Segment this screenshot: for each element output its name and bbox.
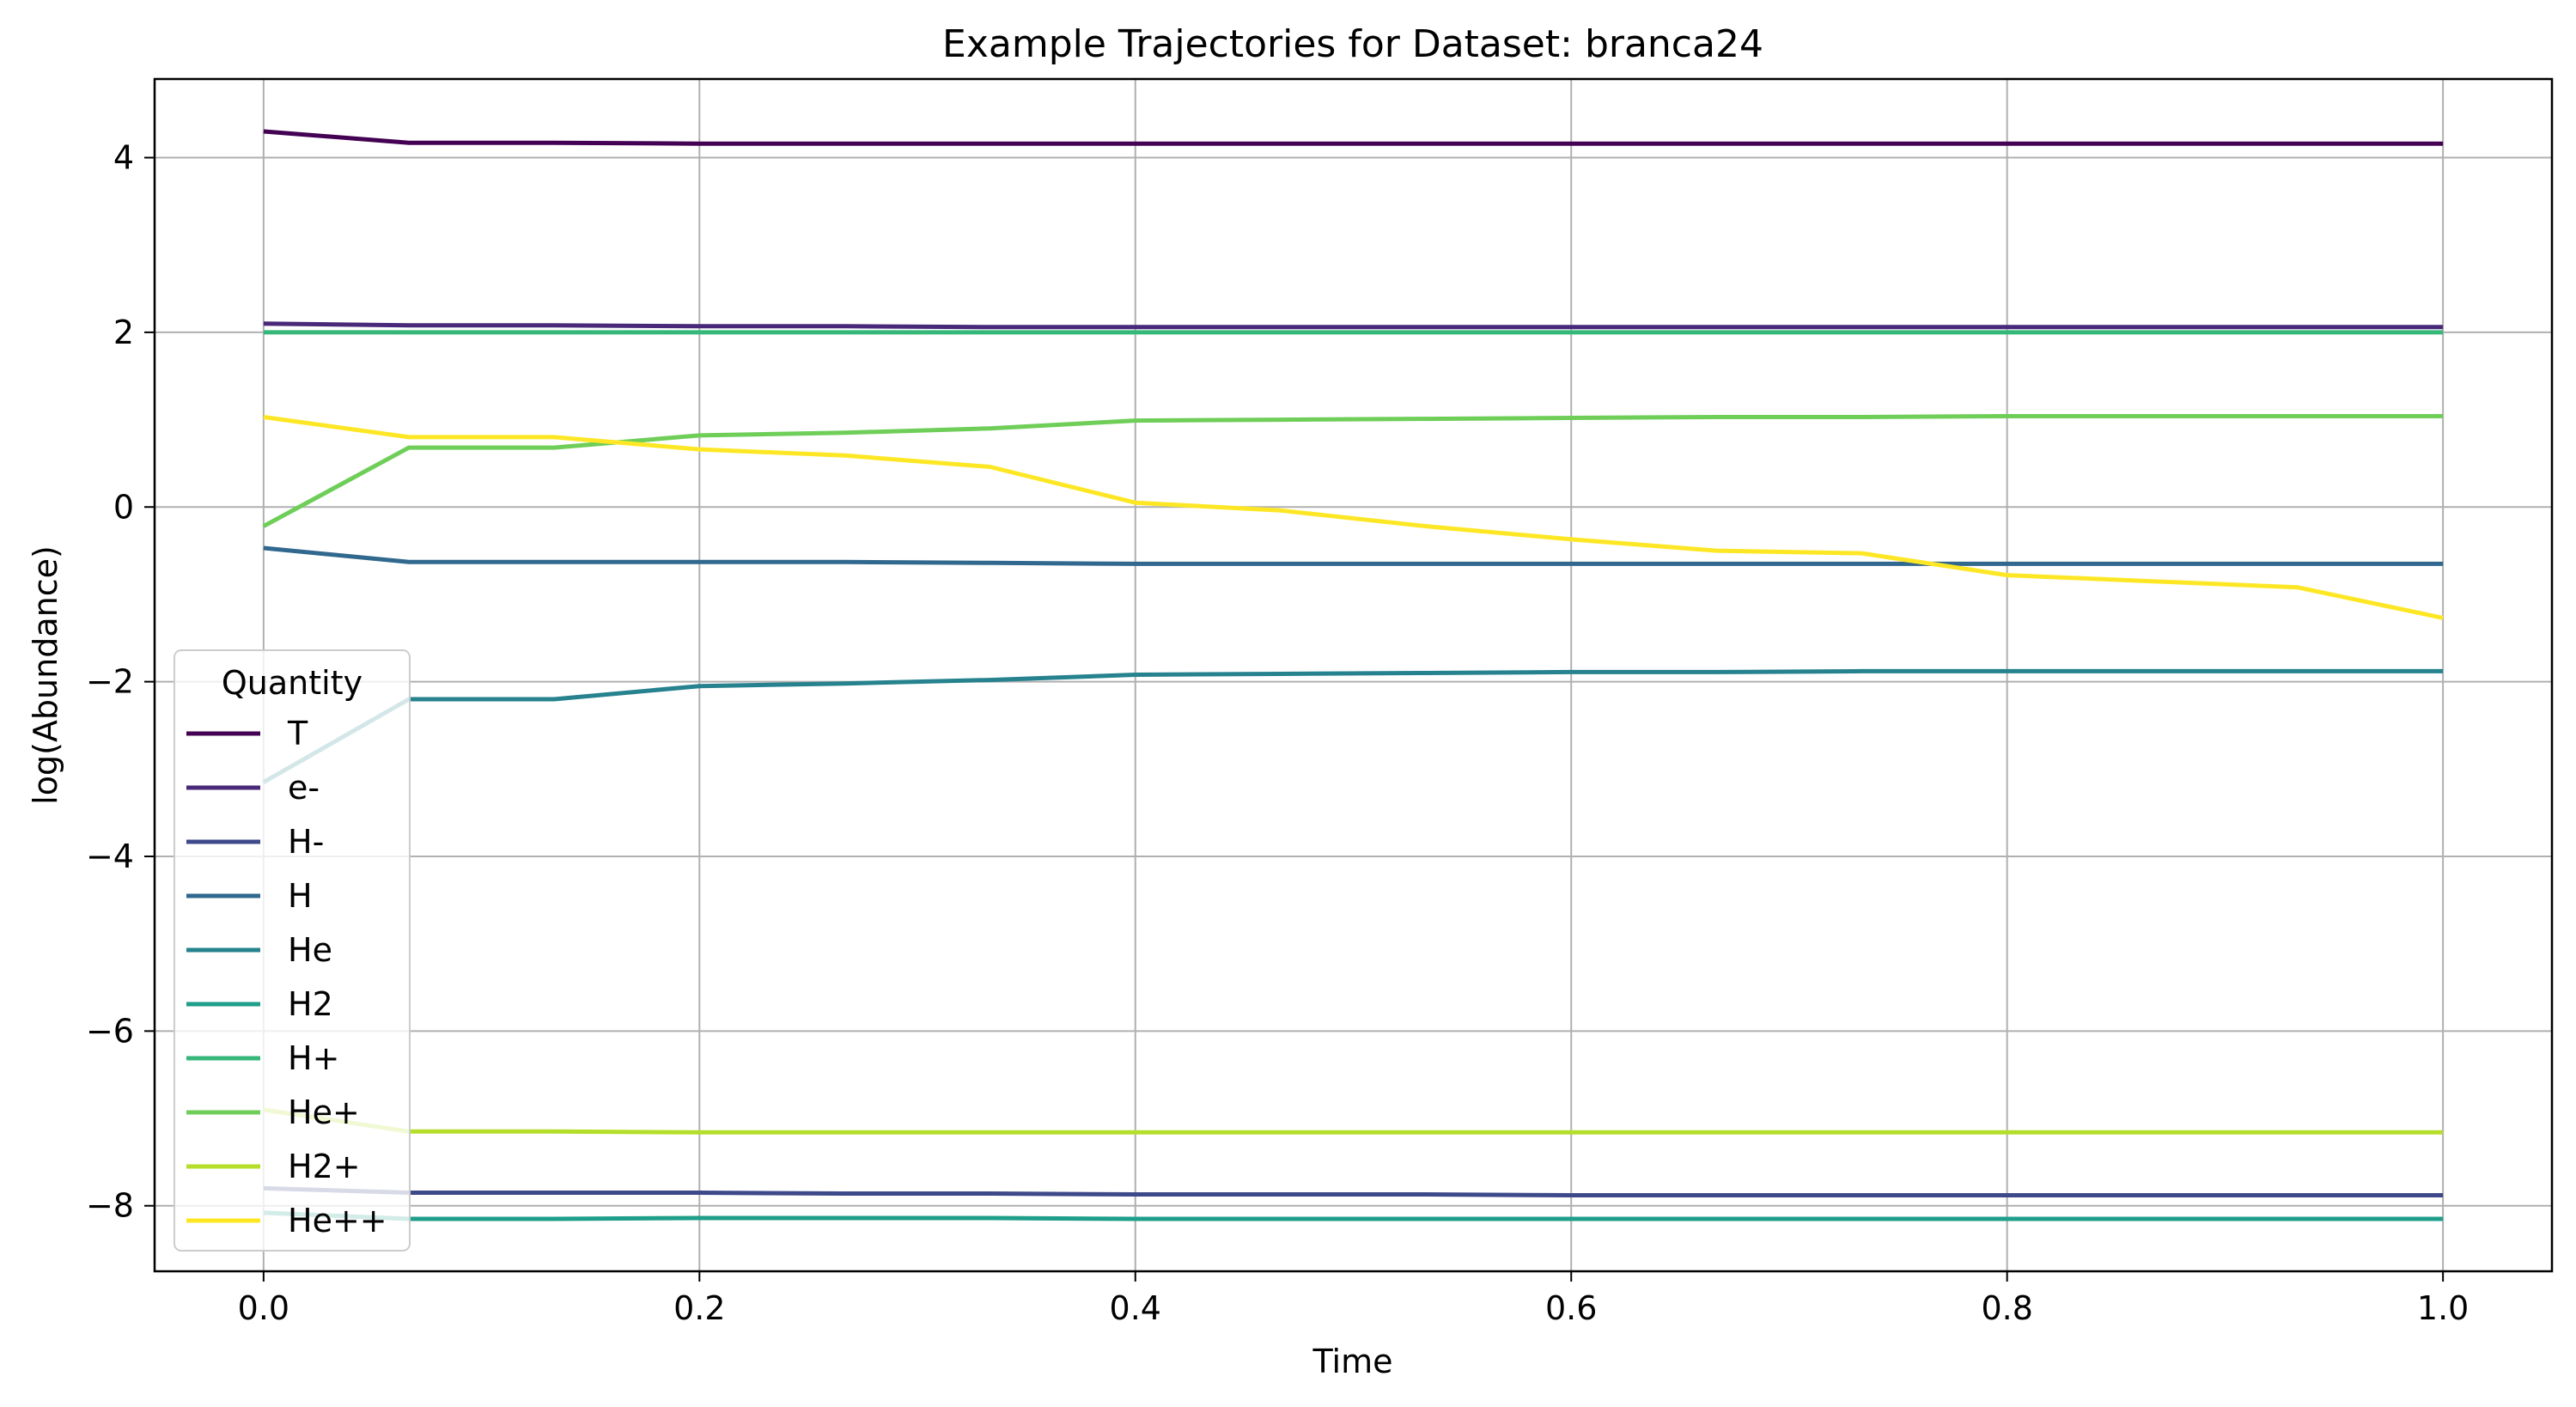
y-tick-label: 0 xyxy=(113,488,134,526)
legend: Quantity Te- H- H He H2 H+ He+ H2+ He++ xyxy=(174,649,411,1252)
x-axis: 0.0 0.2 0.4 0.6 0.8 1.0 xyxy=(238,1271,2469,1327)
y-axis: −8 −6 −4 −2 0 2 4 xyxy=(86,139,155,1225)
x-tick-label: 0.0 xyxy=(238,1289,289,1327)
legend-entry-label: H- xyxy=(288,823,324,861)
series-line-He++ xyxy=(263,415,2444,620)
legend-entry-label: e- xyxy=(288,769,320,807)
legend-entry-label: H xyxy=(288,877,313,915)
legend-entry-label: He++ xyxy=(288,1202,387,1240)
series-line-H- xyxy=(263,1185,2444,1197)
x-tick-label: 0.8 xyxy=(1981,1289,2032,1327)
x-tick-label: 1.0 xyxy=(2417,1289,2469,1327)
x-tick-label: 0.4 xyxy=(1110,1289,1161,1327)
series-line-H xyxy=(263,545,2444,566)
legend-title: Quantity xyxy=(222,664,362,702)
series-line-He+ xyxy=(262,414,2444,528)
y-tick-label: −6 xyxy=(86,1012,134,1050)
y-axis-label: log(Abundance) xyxy=(27,545,64,805)
x-tick-label: 0.2 xyxy=(673,1289,725,1327)
legend-entry-label: He+ xyxy=(288,1093,360,1131)
series-line-H2+ xyxy=(263,1107,2444,1135)
series-line-T xyxy=(263,129,2444,146)
legend-entry-label: He xyxy=(288,931,332,969)
series-line-e- xyxy=(263,321,2444,330)
legend-entry-label: H2 xyxy=(288,985,333,1023)
y-tick-label: −2 xyxy=(86,663,134,701)
legend-entry-label: H2+ xyxy=(288,1148,361,1185)
y-tick-label: −4 xyxy=(86,838,134,875)
x-tick-label: 0.6 xyxy=(1545,1289,1597,1327)
y-tick-label: 4 xyxy=(113,139,134,177)
x-axis-label: Time xyxy=(1312,1343,1393,1380)
legend-box xyxy=(174,649,411,1252)
series-line-H2 xyxy=(263,1210,2444,1221)
series-line-He xyxy=(262,668,2444,784)
plot-lines xyxy=(262,129,2444,1221)
chart-title: Example Trajectories for Dataset: branca… xyxy=(942,22,1763,66)
legend-entry-label: T xyxy=(287,715,308,752)
legend-entry-label: H+ xyxy=(288,1039,339,1077)
y-tick-label: 2 xyxy=(113,314,134,351)
plot-frame xyxy=(153,77,2554,1273)
y-tick-label: −8 xyxy=(86,1187,134,1225)
